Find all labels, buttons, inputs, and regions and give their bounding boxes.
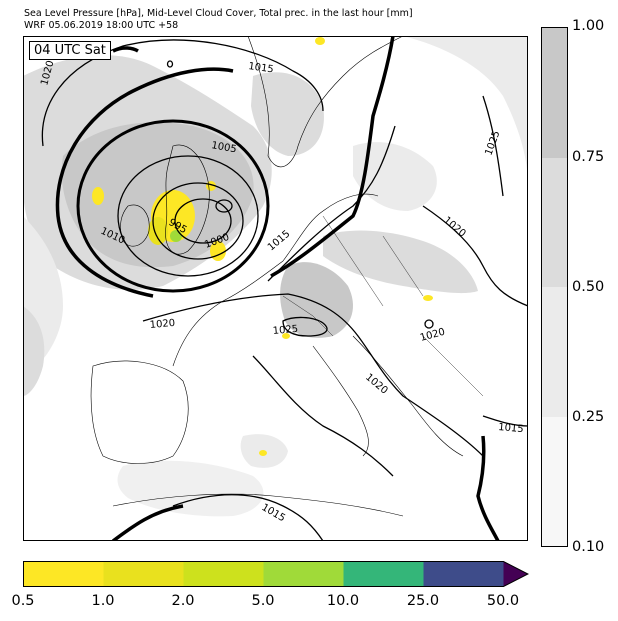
- precipitation-colorbar: [23, 561, 529, 587]
- isobar-low-centre: [215, 199, 233, 213]
- isobar-label: 1025: [272, 324, 298, 337]
- precip-patch: [282, 333, 290, 339]
- cloud-tick-label: 1.00: [572, 18, 605, 34]
- coastline-ireland: [120, 204, 150, 247]
- isobar-small: [166, 60, 174, 68]
- precip-tick-label: 1.0: [91, 593, 115, 609]
- precip-tick-label: 0.5: [11, 593, 35, 609]
- coastline-continent: [172, 193, 379, 367]
- coastlines: [90, 36, 484, 517]
- forecast-time-label: 04 UTC Sat: [29, 41, 111, 60]
- cloud-tick-label: 0.10: [572, 539, 605, 555]
- isobars: [41, 39, 528, 541]
- isobar-1010: [76, 119, 270, 293]
- isobar-1015-se: [482, 415, 528, 427]
- precip-patch: [423, 295, 433, 301]
- isobar-1015-south: [172, 494, 324, 541]
- isobar-label: 1015: [498, 422, 524, 435]
- precipitation-layer: [92, 37, 433, 456]
- coastline-north-africa: [112, 493, 404, 517]
- precip-bar-segment: [263, 561, 344, 587]
- cloud-area: [353, 142, 437, 211]
- cloud-tick-label: 0.75: [572, 149, 605, 165]
- isobar-label: 1015: [248, 61, 275, 75]
- isobar-1015: [41, 39, 324, 147]
- thick-isobar-west: [55, 67, 234, 298]
- precip-patch: [259, 450, 267, 456]
- isobar-1020-east: [422, 205, 528, 307]
- precip-bar-segment: [183, 561, 264, 587]
- precip-tick-label: 10.0: [326, 593, 360, 609]
- thick-isobar-north: [112, 46, 139, 53]
- isobar-label: 1020: [149, 318, 175, 331]
- coastline-iberia: [90, 360, 189, 464]
- cloud-area: [117, 460, 264, 517]
- map-frame: [23, 36, 528, 541]
- isobar-1020-south: [252, 355, 394, 477]
- weather-map: 1020 1015 1005 995 1000 1010 1015 1020 1…: [23, 36, 528, 541]
- precip-patch: [315, 37, 325, 45]
- precip-tick-label: 25.0: [406, 593, 440, 609]
- thick-isobars: [55, 36, 500, 541]
- cloud-bar-segment-1: [542, 28, 567, 158]
- title-line-1: Sea Level Pressure [hPa], Mid-Level Clou…: [24, 8, 413, 19]
- thick-isobar-east: [270, 36, 395, 278]
- precip-bar-outline: [23, 561, 529, 587]
- precip-patch: [148, 217, 168, 245]
- precip-bar-extend-arrow: [503, 561, 528, 587]
- precip-bar-segment: [423, 561, 504, 587]
- precip-tick-label: 50.0: [486, 593, 520, 609]
- cloud-area: [280, 262, 353, 338]
- cloud-area: [61, 122, 254, 268]
- isobar-995: [174, 198, 232, 244]
- coastline-italy: [312, 345, 369, 457]
- thick-isobar-se: [476, 435, 500, 541]
- country-borders: [282, 215, 484, 397]
- title-line-2: WRF 05.06.2019 18:00 UTC +58: [24, 20, 179, 31]
- precip-tick-label: 2.0: [171, 593, 195, 609]
- cloud-bar-segment-4: [542, 416, 567, 546]
- isobar-1025-ne: [482, 95, 504, 197]
- cloud-tick-label: 0.50: [572, 279, 605, 295]
- isobar-label: 1005: [210, 140, 237, 155]
- isobar-1005: [117, 155, 259, 277]
- cloud-bar-segment-3: [542, 287, 567, 417]
- isobar-1020: [142, 293, 484, 457]
- cloud-bar-segment-2: [542, 157, 567, 287]
- precip-bar-segment: [103, 561, 184, 587]
- cloud-area: [23, 306, 45, 396]
- isobar-1000: [152, 182, 244, 260]
- isobar-small: [424, 319, 434, 329]
- cloud-tick-label: 0.25: [572, 409, 605, 425]
- chart-title: Sea Level Pressure [hPa], Mid-Level Clou…: [24, 8, 413, 32]
- cloud-area: [403, 36, 528, 186]
- isobar-1015-east: [267, 125, 396, 282]
- precip-tick-label: 5.0: [251, 593, 275, 609]
- precip-patch: [92, 187, 104, 205]
- thick-isobar-south: [111, 504, 184, 541]
- coastline-scandinavia: [247, 36, 404, 168]
- cloud-area: [323, 230, 478, 294]
- precip-bar-segment: [343, 561, 424, 587]
- coastline-britain: [165, 144, 210, 255]
- isobar-1025: [282, 316, 328, 337]
- cloud-cover-colorbar: [541, 27, 568, 547]
- precip-bar-segment: [23, 561, 104, 587]
